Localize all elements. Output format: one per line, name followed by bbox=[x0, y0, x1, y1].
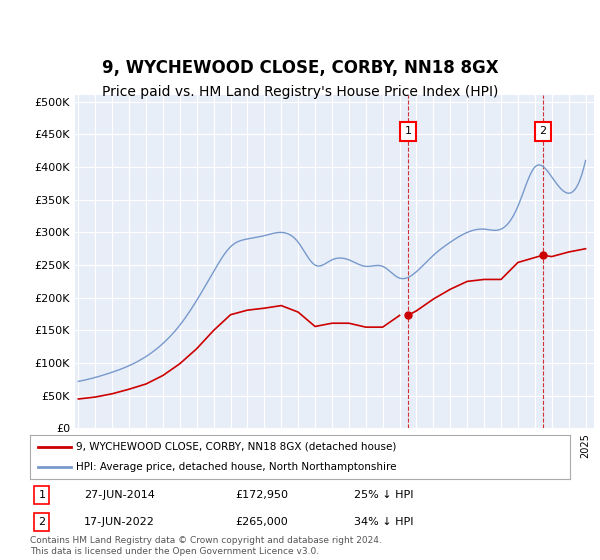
Text: 2: 2 bbox=[539, 126, 546, 136]
Text: Price paid vs. HM Land Registry's House Price Index (HPI): Price paid vs. HM Land Registry's House … bbox=[102, 85, 498, 99]
Text: 1: 1 bbox=[38, 490, 46, 500]
Text: 9, WYCHEWOOD CLOSE, CORBY, NN18 8GX: 9, WYCHEWOOD CLOSE, CORBY, NN18 8GX bbox=[101, 59, 499, 77]
Text: £265,000: £265,000 bbox=[235, 517, 288, 527]
Text: 27-JUN-2014: 27-JUN-2014 bbox=[84, 490, 155, 500]
Text: 2: 2 bbox=[38, 517, 46, 527]
Text: HPI: Average price, detached house, North Northamptonshire: HPI: Average price, detached house, Nort… bbox=[76, 462, 397, 472]
Text: Contains HM Land Registry data © Crown copyright and database right 2024.
This d: Contains HM Land Registry data © Crown c… bbox=[30, 536, 382, 556]
Text: 25% ↓ HPI: 25% ↓ HPI bbox=[354, 490, 413, 500]
Text: £172,950: £172,950 bbox=[235, 490, 288, 500]
Text: 17-JUN-2022: 17-JUN-2022 bbox=[84, 517, 155, 527]
Text: 9, WYCHEWOOD CLOSE, CORBY, NN18 8GX (detached house): 9, WYCHEWOOD CLOSE, CORBY, NN18 8GX (det… bbox=[76, 442, 396, 452]
Text: 1: 1 bbox=[404, 126, 412, 136]
Text: 34% ↓ HPI: 34% ↓ HPI bbox=[354, 517, 413, 527]
